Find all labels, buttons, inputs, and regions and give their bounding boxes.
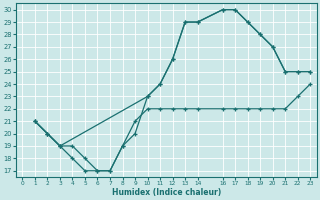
X-axis label: Humidex (Indice chaleur): Humidex (Indice chaleur) [112, 188, 221, 197]
